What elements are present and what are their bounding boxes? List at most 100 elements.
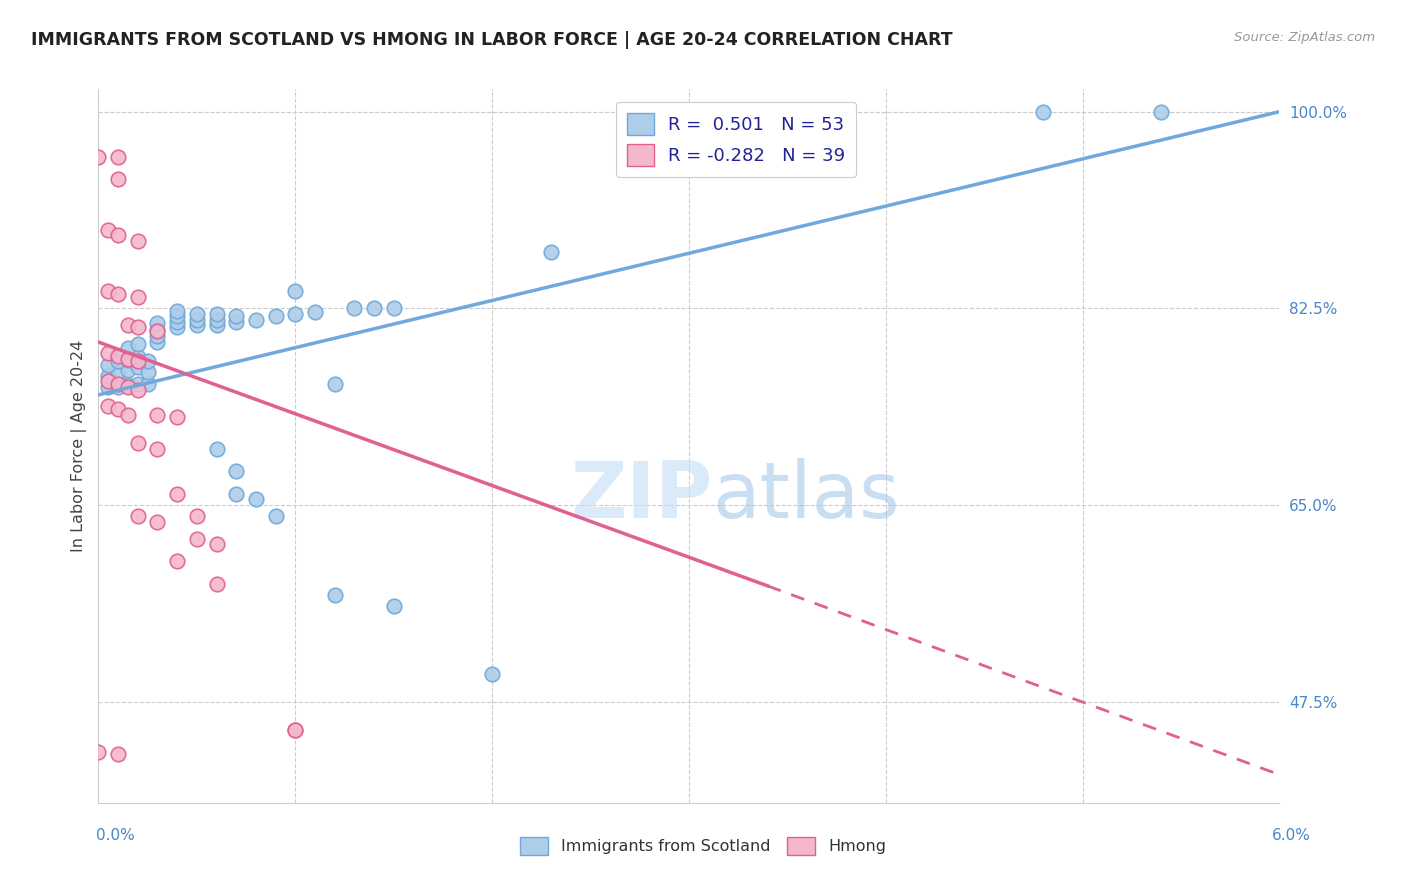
- Point: [127, 359, 149, 374]
- Point: [127, 234, 149, 248]
- Point: [186, 532, 208, 546]
- Point: [186, 318, 208, 333]
- Point: [107, 380, 129, 394]
- Y-axis label: In Labor Force | Age 20-24: In Labor Force | Age 20-24: [72, 340, 87, 552]
- Point: [363, 301, 385, 316]
- Point: [382, 599, 405, 614]
- Point: [97, 375, 120, 389]
- Text: 6.0%: 6.0%: [1271, 829, 1310, 843]
- Point: [107, 349, 129, 363]
- Point: [107, 402, 129, 417]
- Point: [146, 323, 169, 337]
- Point: [146, 515, 169, 529]
- Text: ZIP: ZIP: [571, 458, 713, 534]
- Point: [146, 324, 169, 338]
- Point: [97, 346, 120, 360]
- Point: [186, 307, 208, 321]
- Point: [1032, 104, 1054, 119]
- Point: [205, 318, 228, 333]
- Point: [166, 554, 188, 568]
- Point: [284, 723, 307, 737]
- Point: [97, 285, 120, 299]
- Text: atlas: atlas: [713, 458, 900, 534]
- Point: [166, 320, 188, 334]
- Point: [166, 315, 188, 329]
- Point: [284, 285, 307, 299]
- Point: [107, 376, 129, 391]
- Point: [323, 588, 346, 602]
- Point: [304, 304, 326, 318]
- Point: [127, 320, 149, 334]
- Point: [205, 307, 228, 321]
- Point: [284, 307, 307, 321]
- Point: [127, 290, 149, 304]
- Point: [205, 537, 228, 551]
- Point: [136, 354, 159, 368]
- Text: Source: ZipAtlas.com: Source: ZipAtlas.com: [1234, 31, 1375, 45]
- Point: [127, 436, 149, 450]
- Text: IMMIGRANTS FROM SCOTLAND VS HMONG IN LABOR FORCE | AGE 20-24 CORRELATION CHART: IMMIGRANTS FROM SCOTLAND VS HMONG IN LAB…: [31, 31, 952, 49]
- Legend: Immigrants from Scotland, Hmong: Immigrants from Scotland, Hmong: [513, 830, 893, 862]
- Point: [264, 509, 287, 524]
- Point: [343, 301, 366, 316]
- Point: [136, 365, 159, 379]
- Point: [225, 315, 247, 329]
- Point: [166, 487, 188, 501]
- Point: [117, 408, 139, 422]
- Point: [107, 286, 129, 301]
- Point: [540, 245, 562, 260]
- Point: [225, 464, 247, 478]
- Point: [127, 384, 149, 398]
- Point: [87, 150, 110, 164]
- Point: [166, 303, 188, 318]
- Point: [225, 487, 247, 501]
- Point: [166, 410, 188, 425]
- Point: [87, 745, 110, 759]
- Point: [127, 350, 149, 364]
- Point: [136, 376, 159, 391]
- Point: [127, 354, 149, 368]
- Point: [107, 228, 129, 243]
- Point: [323, 376, 346, 391]
- Point: [205, 312, 228, 326]
- Point: [107, 354, 129, 368]
- Point: [97, 358, 120, 372]
- Point: [127, 509, 149, 524]
- Point: [245, 312, 267, 326]
- Point: [1150, 104, 1173, 119]
- Point: [186, 312, 208, 326]
- Point: [146, 442, 169, 456]
- Point: [245, 492, 267, 507]
- Point: [117, 380, 139, 394]
- Point: [264, 309, 287, 323]
- Point: [166, 309, 188, 323]
- Point: [107, 150, 129, 164]
- Point: [205, 442, 228, 456]
- Point: [97, 399, 120, 413]
- Point: [284, 723, 307, 737]
- Point: [186, 509, 208, 524]
- Point: [97, 380, 120, 394]
- Point: [117, 363, 139, 377]
- Point: [117, 353, 139, 368]
- Point: [225, 309, 247, 323]
- Point: [146, 408, 169, 422]
- Point: [205, 576, 228, 591]
- Point: [146, 329, 169, 343]
- Point: [382, 301, 405, 316]
- Point: [117, 351, 139, 366]
- Legend: R =  0.501   N = 53, R = -0.282   N = 39: R = 0.501 N = 53, R = -0.282 N = 39: [616, 102, 856, 177]
- Point: [97, 222, 120, 236]
- Text: 0.0%: 0.0%: [96, 829, 135, 843]
- Point: [127, 337, 149, 351]
- Point: [107, 365, 129, 379]
- Point: [97, 368, 120, 383]
- Point: [117, 377, 139, 392]
- Point: [117, 341, 139, 355]
- Point: [117, 318, 139, 333]
- Point: [481, 666, 503, 681]
- Point: [107, 172, 129, 186]
- Point: [146, 334, 169, 349]
- Point: [146, 316, 169, 330]
- Point: [107, 747, 129, 762]
